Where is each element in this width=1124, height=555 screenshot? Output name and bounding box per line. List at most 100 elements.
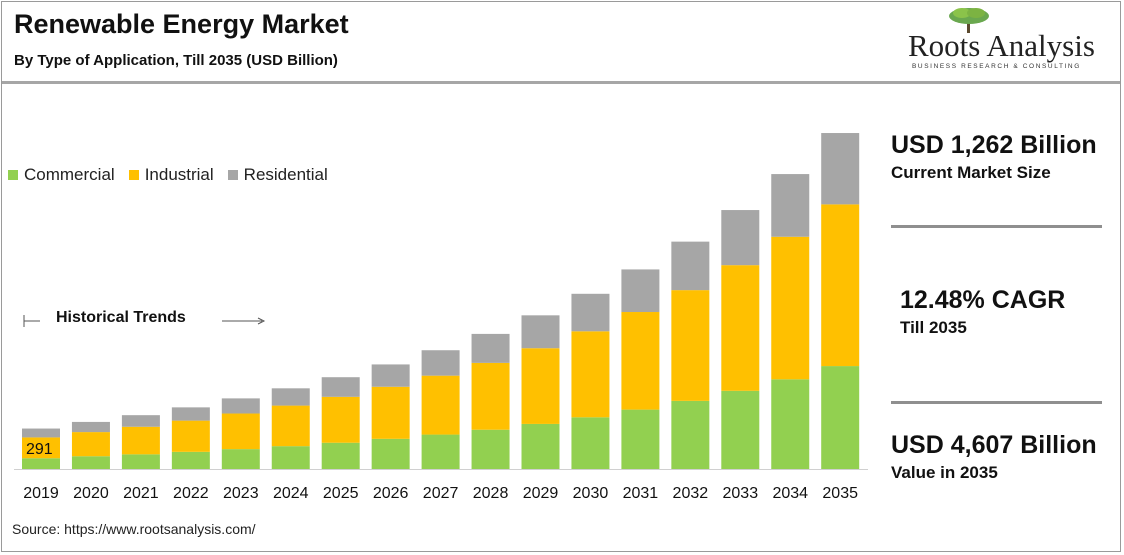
x-tick-label-2028: 2028 — [473, 485, 509, 502]
bar-residential-2032 — [671, 241, 710, 291]
kpi-divider-1 — [891, 225, 1102, 228]
bar-residential-2029 — [521, 315, 560, 349]
tree-logo-icon — [949, 8, 989, 33]
bar-residential-2028 — [471, 333, 510, 363]
x-tick-label-2035: 2035 — [822, 485, 858, 502]
legend-item-industrial: Industrial — [128, 165, 214, 185]
bar-commercial-2026 — [371, 438, 410, 469]
bar-residential-2023 — [221, 398, 260, 414]
x-tick-label-2030: 2030 — [573, 485, 609, 502]
bar-residential-2024 — [271, 388, 310, 406]
kpi-current-label: Current Market Size — [891, 163, 1051, 182]
bar-industrial-2034 — [771, 236, 810, 380]
bar-residential-2027 — [421, 350, 460, 376]
legend-item-commercial: Commercial — [8, 165, 115, 185]
bar-industrial-2027 — [421, 375, 460, 435]
bar-industrial-2030 — [571, 331, 610, 418]
kpi-future-value: USD 4,607 Billion Value in 2035 — [891, 431, 1097, 483]
bar-commercial-2023 — [221, 449, 260, 469]
bar-residential-2031 — [621, 269, 660, 313]
logo-wordmark: Roots Analysis — [908, 28, 1095, 63]
legend-swatch-industrial — [128, 170, 139, 180]
bar-industrial-2032 — [671, 290, 710, 401]
bar-industrial-2028 — [471, 362, 510, 430]
kpi-cagr: 12.48% CAGR Till 2035 — [900, 286, 1065, 338]
legend-swatch-residential — [227, 170, 238, 180]
kpi-current-market: USD 1,262 Billion Current Market Size — [891, 131, 1097, 183]
bar-commercial-2019 — [22, 458, 60, 469]
x-tick-label-2019: 2019 — [23, 485, 59, 502]
bar-industrial-2019 — [22, 437, 60, 459]
bar-industrial-2026 — [371, 386, 410, 439]
bar-industrial-2021 — [121, 426, 160, 455]
bar-industrial-2035 — [821, 204, 860, 367]
x-tick-label-2025: 2025 — [323, 485, 359, 502]
data-label-2019: 291 — [26, 441, 53, 458]
bar-industrial-2022 — [171, 420, 210, 452]
x-tick-label-2029: 2029 — [523, 485, 559, 502]
bar-commercial-2029 — [521, 423, 560, 469]
x-tick-label-2032: 2032 — [673, 485, 709, 502]
legend-label-industrial: Industrial — [144, 165, 214, 184]
bar-residential-2026 — [371, 364, 410, 387]
bar-commercial-2035 — [821, 366, 860, 469]
bar-residential-2019 — [22, 428, 60, 438]
bar-industrial-2025 — [321, 396, 360, 443]
x-tick-label-2020: 2020 — [73, 485, 109, 502]
source-note: Source: https://www.rootsanalysis.com/ — [12, 521, 256, 537]
bar-residential-2022 — [171, 407, 210, 421]
bar-industrial-2029 — [521, 348, 560, 424]
kpi-current-value: USD 1,262 Billion — [891, 131, 1097, 159]
kpi-divider-2 — [891, 401, 1102, 404]
header-divider — [2, 81, 1120, 84]
bar-residential-2033 — [721, 210, 760, 266]
bar-residential-2025 — [321, 377, 360, 397]
bar-commercial-2024 — [271, 446, 310, 469]
x-tick-label-2024: 2024 — [273, 485, 309, 502]
bar-residential-2030 — [571, 293, 610, 332]
chart-title: Renewable Energy Market — [14, 9, 349, 39]
legend-label-residential: Residential — [243, 165, 328, 184]
logo-tagline: BUSINESS RESEARCH & CONSULTING — [912, 63, 1081, 70]
x-tick-label-2026: 2026 — [373, 485, 409, 502]
x-tick-label-2022: 2022 — [173, 485, 209, 502]
roots-analysis-logo: Roots Analysis BUSINESS RESEARCH & CONSU… — [900, 6, 1115, 74]
kpi-cagr-value: 12.48% CAGR — [900, 286, 1066, 314]
x-tick-label-2031: 2031 — [623, 485, 659, 502]
x-tick-label-2027: 2027 — [423, 485, 459, 502]
bar-commercial-2032 — [671, 400, 710, 469]
x-tick-label-2023: 2023 — [223, 485, 259, 502]
bar-commercial-2021 — [121, 454, 160, 469]
bar-commercial-2028 — [471, 429, 510, 469]
chart-legend: Commercial Industrial Residential — [8, 165, 328, 185]
kpi-future-value-label: Value in 2035 — [891, 463, 998, 482]
historical-trends-label: Historical Trends — [56, 309, 186, 326]
bar-industrial-2033 — [721, 265, 760, 391]
bar-commercial-2020 — [71, 456, 110, 469]
bar-industrial-2031 — [621, 312, 660, 410]
bar-commercial-2034 — [771, 379, 810, 469]
bar-commercial-2030 — [571, 417, 610, 469]
legend-label-commercial: Commercial — [24, 165, 115, 184]
bar-commercial-2027 — [421, 434, 460, 469]
chart-subtitle: By Type of Application, Till 2035 (USD B… — [14, 52, 338, 69]
bar-residential-2035 — [821, 133, 860, 205]
bar-industrial-2020 — [71, 432, 110, 457]
bar-industrial-2024 — [271, 405, 310, 447]
historical-range-arrow-icon — [23, 315, 266, 327]
legend-swatch-commercial — [8, 170, 18, 180]
legend-item-residential: Residential — [227, 165, 328, 185]
x-tick-label-2034: 2034 — [772, 485, 808, 502]
historical-trends-annotation: Historical Trends — [22, 309, 272, 331]
bar-commercial-2033 — [721, 390, 760, 469]
kpi-cagr-label: Till 2035 — [900, 318, 967, 337]
bar-residential-2021 — [121, 415, 160, 427]
bar-commercial-2022 — [171, 451, 210, 469]
x-tick-label-2033: 2033 — [723, 485, 759, 502]
kpi-future-value-number: USD 4,607 Billion — [891, 431, 1097, 459]
x-tick-label-2021: 2021 — [123, 485, 159, 502]
bar-residential-2020 — [71, 421, 110, 433]
bar-residential-2034 — [771, 174, 810, 237]
